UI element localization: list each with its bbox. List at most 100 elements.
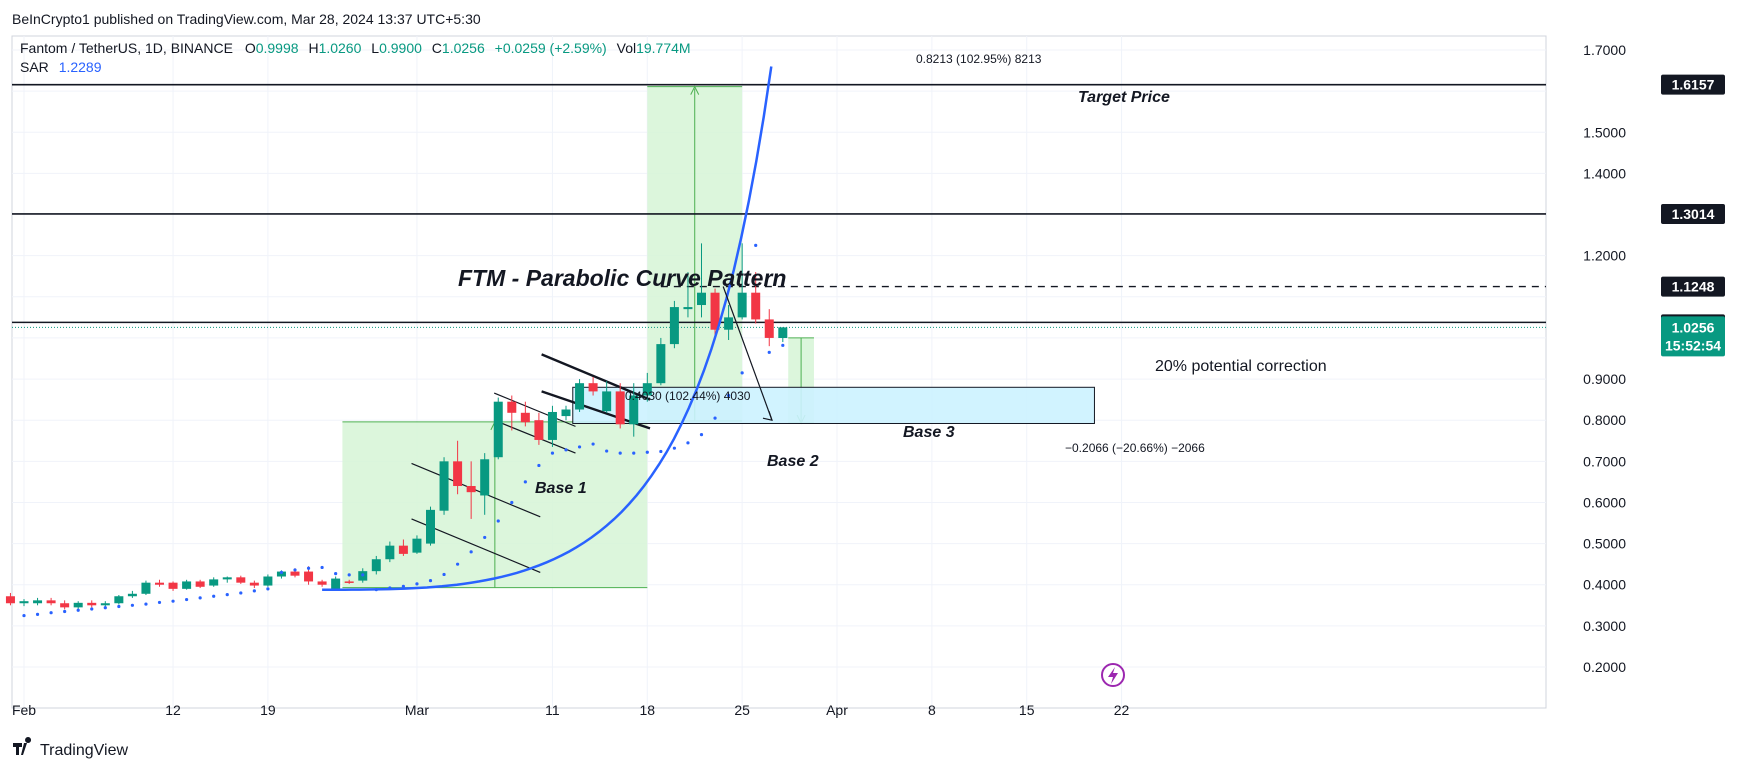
y-tick-label: 0.6000 (1583, 494, 1626, 510)
candle-body (263, 576, 273, 586)
close-label: C (432, 40, 442, 56)
sar-dot (293, 568, 297, 572)
candle-body (222, 577, 232, 580)
correction-arrowhead (762, 411, 773, 422)
candle-body (73, 602, 83, 608)
sar-dot (605, 449, 609, 453)
sar-dot (90, 607, 94, 611)
sar-dot (428, 579, 433, 583)
y-tick-label: 0.7000 (1583, 453, 1626, 469)
open-value: 0.9998 (256, 40, 299, 56)
candle-body (155, 582, 164, 585)
sar-dots (22, 243, 785, 618)
sar-dot (144, 602, 148, 606)
sar-dot (49, 611, 53, 615)
candle-body (87, 602, 97, 606)
chart-title: FTM - Parabolic Curve Pattern (458, 265, 786, 291)
price-axis[interactable]: 0.2000 0.3000 0.4000 0.5000 0.6000 0.7000 0.80… (1583, 42, 1626, 675)
sar-dot (22, 613, 26, 618)
candle-body (683, 307, 693, 310)
candle-body (46, 600, 56, 604)
published-caption: BeInCrypto1 published on TradingView.com… (12, 11, 481, 27)
parabolic-curve (322, 66, 773, 591)
time-axis[interactable]: Feb 12 19 Mar 11 18 25 Apr 8 15 22 (12, 702, 1130, 718)
candle-body (480, 459, 490, 496)
sar-legend: SAR 1.2289 (20, 59, 102, 75)
support-zone-box (572, 386, 1095, 424)
base1-measure-label: 0.4030 (102.44%) 4030 (625, 389, 751, 403)
y-tick-label: 1.2000 (1583, 248, 1626, 264)
y-tick-label: 1.4000 (1583, 165, 1626, 181)
candle-body (317, 581, 327, 585)
candle-body (168, 582, 178, 589)
sar-dot (415, 582, 419, 586)
base1-upper-line (411, 462, 541, 518)
horizontal-levels (12, 83, 1546, 328)
sar-dot (767, 350, 771, 354)
lightning-icon[interactable] (1101, 663, 1125, 687)
candle-body (19, 601, 29, 604)
y-tick-label: 0.2000 (1583, 659, 1626, 675)
candle-body (710, 292, 720, 330)
sar-dot (672, 446, 677, 450)
sar-dot (212, 594, 216, 598)
candle-body (507, 401, 517, 413)
sar-dot (252, 589, 256, 593)
sar-dot (76, 608, 80, 612)
correction-arrow (722, 286, 773, 421)
sar-dot (306, 566, 311, 570)
candle-body (724, 317, 734, 330)
open-label: O (245, 40, 256, 56)
base3-upper-line (541, 353, 651, 401)
y-tick-label: 1.7000 (1583, 42, 1626, 58)
x-tick-label: Feb (12, 702, 36, 718)
sar-dot (198, 596, 202, 600)
candle-body (412, 538, 422, 553)
low-value: 0.9900 (379, 40, 422, 56)
candle-body (751, 292, 761, 320)
candle-body (141, 582, 151, 594)
sar-dot (63, 609, 67, 614)
x-tick-label: 19 (260, 702, 276, 718)
x-tick-label: 11 (545, 702, 560, 718)
x-tick-label: Apr (826, 702, 848, 718)
candle-body (331, 578, 341, 590)
sar-dot (334, 572, 338, 576)
y-tick-label: 0.5000 (1583, 536, 1626, 552)
big-measure-arrowhead (690, 85, 700, 95)
sar-dot (157, 600, 162, 605)
sar-dot (469, 550, 473, 554)
candle-body (575, 383, 585, 410)
candle-body (642, 383, 652, 396)
base2-label: Base 2 (767, 453, 819, 470)
sar-dot (171, 599, 175, 603)
sar-dot (577, 445, 582, 449)
y-tick-label: 0.4000 (1583, 577, 1626, 593)
base3-label: Base 3 (903, 424, 955, 441)
sar-dot (483, 535, 487, 540)
tradingview-logo[interactable]: TradingView (13, 737, 128, 759)
candle-body (344, 581, 354, 583)
candle-body (371, 559, 381, 572)
level-price-label: 1.3014 (1672, 206, 1715, 222)
candle-body (534, 420, 544, 440)
x-tick-label: 25 (734, 702, 750, 718)
sar-dot (591, 442, 595, 446)
countdown-label: 15:52:54 (1665, 337, 1721, 353)
candle-body (304, 571, 314, 582)
candle-body (127, 593, 137, 597)
brand-name: TradingView (40, 742, 128, 759)
candle-body (249, 582, 259, 586)
sar-dot (266, 587, 270, 591)
high-label: H (308, 40, 318, 56)
candle-body (5, 596, 15, 604)
sar-dot (523, 480, 527, 484)
candle-body (60, 603, 70, 608)
candle-body (764, 319, 774, 338)
sar-dot (35, 612, 40, 616)
candle-body (561, 409, 571, 417)
volume-value: 19.774M (636, 40, 690, 56)
x-tick-label: 22 (1114, 702, 1130, 718)
